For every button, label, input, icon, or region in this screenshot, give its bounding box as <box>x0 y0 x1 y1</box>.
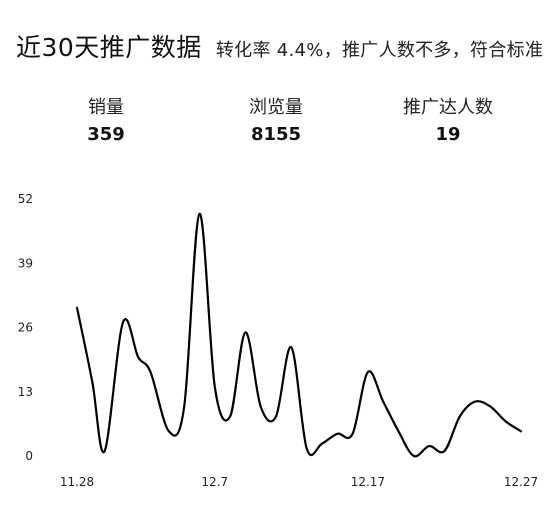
page-subtitle: 转化率 4.4%，推广人数不多，符合标准 <box>215 40 544 61</box>
stats-row: 销量 359 浏览量 8155 推广达人数 19 <box>0 96 558 156</box>
x-tick-label: 12.7 <box>201 475 228 489</box>
stat-sales-value: 359 <box>87 124 125 145</box>
page-title: 近30天推广数据 <box>16 33 202 62</box>
y-tick-label: 13 <box>18 385 33 399</box>
stat-views: 浏览量 8155 <box>196 96 356 148</box>
x-tick-label: 11.28 <box>60 475 94 489</box>
stat-sales-label: 销量 <box>88 97 124 118</box>
stat-promoters-value: 19 <box>435 124 461 145</box>
x-tick-label: 12.17 <box>351 475 385 489</box>
y-tick-label: 26 <box>18 321 33 335</box>
series-line <box>75 212 523 458</box>
stat-promoters-label: 推广达人数 <box>403 97 493 118</box>
x-axis-ticks: 11.28 12.7 12.17 12.27 <box>60 475 538 489</box>
y-tick-label: 39 <box>18 256 33 270</box>
stat-sales: 销量 359 <box>26 96 186 148</box>
stat-promoters: 推广达人数 19 <box>368 96 528 148</box>
y-axis-ticks: 0 13 26 39 52 <box>18 192 33 463</box>
y-tick-label: 0 <box>25 449 33 463</box>
stat-views-value: 8155 <box>250 124 302 145</box>
header: 近30天推广数据 转化率 4.4%，推广人数不多，符合标准 <box>16 28 543 64</box>
x-tick-label: 12.27 <box>504 475 538 489</box>
y-tick-label: 52 <box>18 192 33 206</box>
stat-views-label: 浏览量 <box>249 97 303 118</box>
